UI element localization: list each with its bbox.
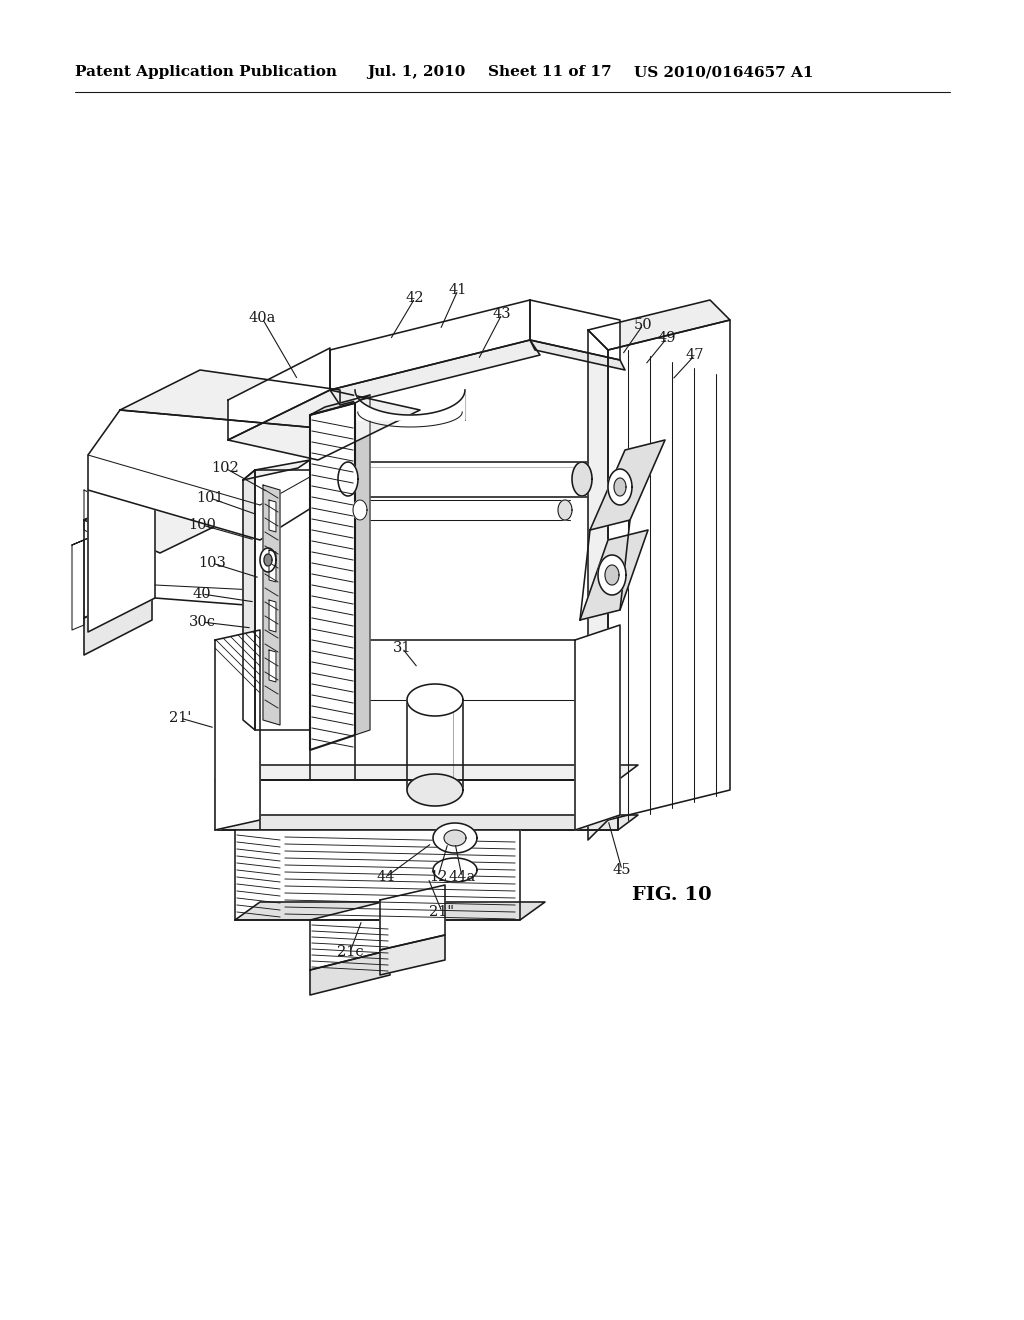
Text: Sheet 11 of 17: Sheet 11 of 17: [488, 65, 611, 79]
Polygon shape: [269, 601, 276, 632]
Text: 44: 44: [377, 870, 395, 884]
Polygon shape: [338, 462, 358, 496]
Text: 103: 103: [198, 556, 226, 570]
Polygon shape: [355, 389, 465, 420]
Text: 50: 50: [634, 318, 652, 333]
Text: 102: 102: [211, 461, 239, 475]
Text: 101: 101: [197, 491, 224, 506]
Polygon shape: [310, 900, 390, 970]
Polygon shape: [407, 774, 463, 807]
Polygon shape: [228, 389, 420, 459]
Polygon shape: [84, 487, 152, 618]
Text: 47: 47: [686, 348, 705, 362]
Polygon shape: [215, 766, 638, 780]
Polygon shape: [605, 565, 618, 585]
Text: 100: 100: [188, 517, 216, 532]
Polygon shape: [575, 624, 620, 830]
Text: 30c: 30c: [188, 615, 215, 630]
Polygon shape: [380, 935, 445, 975]
Text: FIG. 10: FIG. 10: [632, 886, 712, 904]
Polygon shape: [330, 300, 530, 389]
Text: Patent Application Publication: Patent Application Publication: [75, 65, 337, 79]
Polygon shape: [269, 500, 276, 532]
Polygon shape: [215, 814, 638, 830]
Polygon shape: [72, 510, 152, 545]
Polygon shape: [433, 822, 477, 853]
Polygon shape: [310, 395, 370, 414]
Polygon shape: [269, 550, 276, 582]
Text: 12: 12: [429, 870, 447, 884]
Polygon shape: [608, 319, 730, 820]
Polygon shape: [353, 500, 367, 520]
Polygon shape: [243, 470, 255, 730]
Text: US 2010/0164657 A1: US 2010/0164657 A1: [634, 65, 813, 79]
Polygon shape: [444, 830, 466, 846]
Polygon shape: [88, 411, 340, 540]
Polygon shape: [234, 830, 520, 920]
Text: 21': 21': [169, 711, 191, 725]
Polygon shape: [598, 554, 626, 595]
Text: 40: 40: [193, 587, 211, 601]
Polygon shape: [215, 780, 618, 830]
Polygon shape: [433, 858, 477, 882]
Polygon shape: [72, 540, 84, 630]
Text: 40a: 40a: [248, 312, 275, 325]
Polygon shape: [120, 370, 340, 430]
Text: 31: 31: [393, 642, 412, 655]
Polygon shape: [558, 500, 572, 520]
Polygon shape: [588, 330, 608, 840]
Polygon shape: [614, 478, 626, 496]
Polygon shape: [590, 440, 665, 531]
Polygon shape: [572, 462, 592, 496]
Polygon shape: [269, 649, 276, 682]
Polygon shape: [310, 950, 390, 995]
Polygon shape: [355, 395, 370, 735]
Polygon shape: [215, 630, 260, 830]
Text: 42: 42: [406, 290, 424, 305]
Polygon shape: [260, 548, 276, 572]
Text: 43: 43: [493, 308, 511, 321]
Polygon shape: [255, 470, 310, 730]
Polygon shape: [88, 457, 155, 632]
Text: 21c: 21c: [337, 945, 364, 960]
Polygon shape: [234, 902, 545, 920]
Polygon shape: [588, 300, 730, 350]
Polygon shape: [263, 484, 280, 725]
Text: 21": 21": [429, 906, 455, 919]
Text: 41: 41: [449, 282, 467, 297]
Polygon shape: [310, 403, 355, 750]
Polygon shape: [530, 341, 625, 370]
Text: 49: 49: [657, 331, 676, 345]
Text: 44a: 44a: [449, 870, 475, 884]
Polygon shape: [243, 459, 310, 480]
Text: 45: 45: [612, 863, 631, 876]
Polygon shape: [84, 487, 228, 553]
Polygon shape: [84, 490, 100, 539]
Polygon shape: [330, 341, 540, 405]
Polygon shape: [580, 531, 648, 620]
Polygon shape: [84, 585, 152, 655]
Polygon shape: [228, 348, 330, 440]
Polygon shape: [407, 684, 463, 715]
Polygon shape: [380, 884, 445, 950]
Polygon shape: [608, 469, 632, 506]
Text: Jul. 1, 2010: Jul. 1, 2010: [367, 65, 465, 79]
Polygon shape: [264, 554, 272, 566]
Polygon shape: [530, 300, 620, 360]
